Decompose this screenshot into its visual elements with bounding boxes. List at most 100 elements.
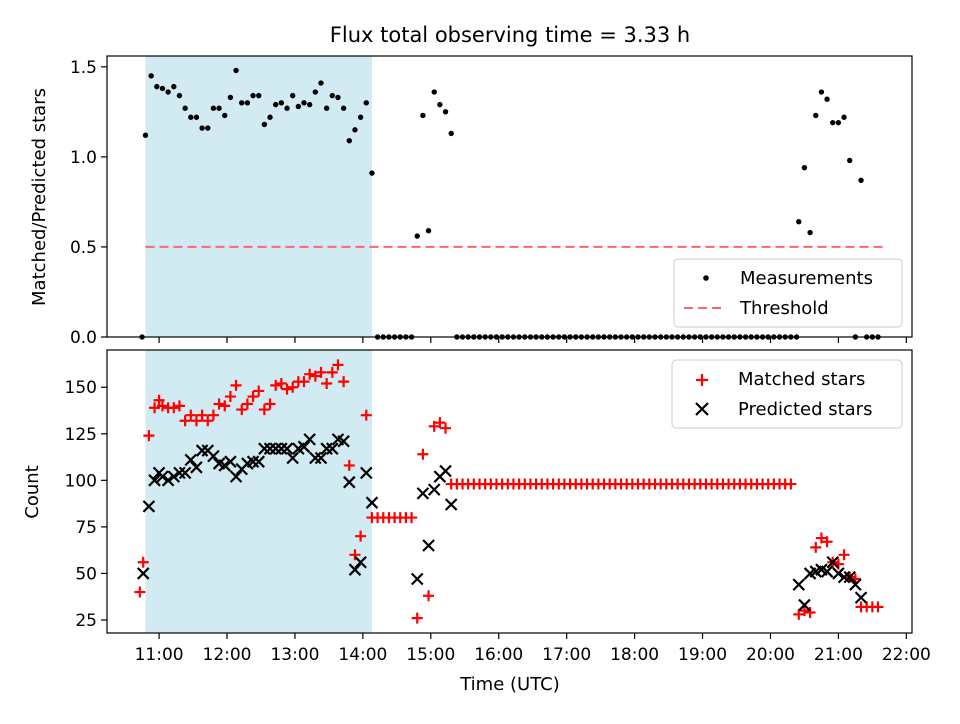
predicted-star-marker bbox=[837, 570, 851, 584]
measurement-point bbox=[363, 100, 369, 106]
measurement-point bbox=[818, 89, 825, 95]
predicted-star-marker bbox=[148, 474, 161, 487]
matched-star-marker bbox=[309, 370, 321, 382]
matched-star-marker bbox=[264, 398, 276, 410]
predicted-star-marker bbox=[337, 434, 350, 448]
matched-star-marker bbox=[838, 549, 850, 561]
predicted-star-marker bbox=[444, 498, 458, 511]
matched-star-marker bbox=[810, 541, 822, 553]
measurement-point bbox=[357, 114, 364, 120]
predicted-star-marker bbox=[218, 459, 232, 472]
matched-star-marker bbox=[321, 378, 333, 390]
measurement-point bbox=[306, 101, 313, 108]
matched-star-marker bbox=[224, 391, 236, 403]
measurement-point bbox=[318, 80, 324, 86]
matched-star-marker bbox=[168, 402, 180, 414]
measurement-point bbox=[216, 105, 222, 111]
predicted-star-marker bbox=[832, 567, 845, 580]
predicted-star-marker bbox=[275, 442, 288, 455]
measurement-point bbox=[312, 89, 319, 95]
x-tick-label: 11:00 bbox=[135, 645, 184, 665]
matched-star-marker bbox=[247, 391, 259, 403]
measurement-point bbox=[442, 109, 449, 115]
predicted-star-marker bbox=[263, 442, 277, 455]
predicted-star-marker bbox=[136, 567, 150, 580]
matched-star-marker bbox=[219, 400, 231, 412]
bottom-legend: Matched stars Predicted stars bbox=[671, 359, 903, 429]
matched-star-marker bbox=[355, 530, 367, 542]
matched-star-marker bbox=[143, 430, 155, 442]
legend-measurements-label: Measurements bbox=[740, 268, 873, 289]
predicted-star-marker bbox=[843, 570, 857, 584]
measurement-point bbox=[284, 105, 290, 111]
predicted-star-marker bbox=[422, 539, 435, 552]
y-tick-label: 1.0 bbox=[70, 148, 97, 168]
measurement-point bbox=[256, 92, 262, 99]
predicted-star-marker bbox=[229, 470, 243, 483]
matched-star-marker bbox=[236, 404, 248, 416]
measurement-point bbox=[323, 105, 330, 111]
measurement-point bbox=[346, 137, 352, 144]
matched-star-marker bbox=[185, 409, 197, 421]
predicted-star-marker bbox=[826, 555, 840, 569]
measurement-point bbox=[425, 228, 432, 234]
x-tick-label: 16:00 bbox=[474, 645, 523, 665]
matched-star-marker bbox=[241, 398, 253, 410]
measurement-point bbox=[239, 100, 245, 106]
measurement-point bbox=[261, 121, 268, 128]
measurement-point bbox=[841, 114, 847, 120]
measurement-point bbox=[329, 92, 336, 99]
y-tick-label: 100 bbox=[65, 471, 97, 491]
predicted-star-marker bbox=[269, 442, 282, 455]
matched-star-marker bbox=[793, 608, 805, 620]
x-tick-label: 19:00 bbox=[678, 645, 727, 665]
matched-star-marker bbox=[349, 549, 361, 561]
bottom-panel: 25 50 75 100 125 150 11:00 12:00 13:00 14:00 15:0… bbox=[22, 349, 931, 695]
matched-star-marker bbox=[207, 409, 219, 421]
matched-star-marker bbox=[411, 612, 423, 624]
measurement-point bbox=[278, 100, 285, 106]
predicted-star-marker bbox=[156, 470, 169, 483]
measurement-point bbox=[199, 125, 205, 131]
predicted-star-marker bbox=[142, 500, 156, 513]
x-tick-label: 21:00 bbox=[814, 645, 863, 665]
matched-star-marker bbox=[440, 422, 452, 434]
bottom-y-axis-label: Count bbox=[22, 465, 43, 518]
predicted-star-marker bbox=[173, 466, 186, 480]
measurement-point bbox=[352, 127, 358, 133]
measurement-point bbox=[272, 101, 279, 108]
legend-predicted-marker bbox=[695, 402, 709, 416]
matched-star-marker bbox=[343, 459, 355, 471]
matched-star-marker bbox=[149, 402, 161, 414]
legend-predicted-label: Predicted stars bbox=[738, 399, 872, 420]
y-tick-label: 0.0 bbox=[70, 328, 97, 348]
matched-star-marker bbox=[230, 379, 242, 391]
x-tick-label: 15:00 bbox=[406, 645, 455, 665]
legend-matched-label: Matched stars bbox=[738, 369, 865, 390]
measurement-point bbox=[830, 119, 836, 126]
x-tick-label: 18:00 bbox=[610, 645, 659, 665]
predicted-star-marker bbox=[314, 451, 328, 465]
y-tick-label: 50 bbox=[75, 564, 97, 584]
x-tick-label: 20:00 bbox=[746, 645, 795, 665]
matched-star-marker bbox=[281, 383, 293, 395]
predicted-star-marker bbox=[798, 598, 811, 612]
x-tick-label: 13:00 bbox=[270, 645, 319, 665]
matched-star-marker bbox=[360, 409, 372, 421]
predicted-stars-points bbox=[136, 433, 868, 612]
matched-star-marker bbox=[815, 532, 827, 544]
y-tick-label: 125 bbox=[65, 425, 97, 445]
measurement-point bbox=[847, 157, 853, 164]
measurement-point bbox=[165, 89, 171, 95]
matched-star-marker bbox=[173, 400, 185, 412]
matched-star-marker bbox=[134, 586, 146, 598]
bottom-x-ticks: 11:00 12:00 13:00 14:00 15:00 16:00 17:00 18:00… bbox=[135, 633, 931, 665]
measurement-point bbox=[335, 94, 341, 101]
bottom-legend-box bbox=[671, 359, 903, 429]
measurement-point bbox=[824, 96, 830, 102]
matched-star-marker bbox=[785, 478, 797, 490]
top-legend: Measurements Threshold bbox=[673, 258, 903, 328]
predicted-star-marker bbox=[190, 461, 203, 474]
top-y-ticks: 0.0 0.5 1.0 1.5 bbox=[70, 58, 107, 348]
predicted-star-marker bbox=[258, 442, 271, 455]
